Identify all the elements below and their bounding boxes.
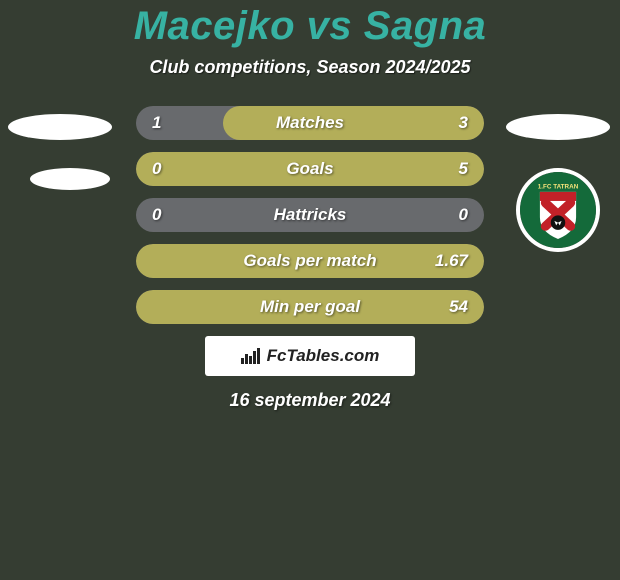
stat-name: Goals per match [243, 251, 376, 271]
stat-right-value: 5 [459, 159, 468, 179]
stat-bar: 1 Matches 3 [136, 106, 484, 140]
bar-chart-icon [241, 348, 261, 364]
comparison-card: Macejko vs Sagna Club competitions, Seas… [0, 0, 620, 580]
stat-name: Min per goal [260, 297, 360, 317]
stat-right-value: 54 [449, 297, 468, 317]
avatar-placeholder-top-right [506, 114, 610, 140]
stat-right-value: 1.67 [435, 251, 468, 271]
stat-right-value: 0 [459, 205, 468, 225]
stat-fill-right [223, 106, 484, 140]
svg-text:1.FC TATRAN: 1.FC TATRAN [538, 183, 579, 190]
source-badge[interactable]: FcTables.com [205, 336, 415, 376]
shield-icon: 1.FC TATRAN [520, 168, 596, 252]
stat-right-value: 3 [459, 113, 468, 133]
stat-bar: Goals per match 1.67 [136, 244, 484, 278]
stat-bar: 0 Hattricks 0 [136, 198, 484, 232]
stat-bar: Min per goal 54 [136, 290, 484, 324]
stat-bar: 0 Goals 5 [136, 152, 484, 186]
data-date: 16 september 2024 [0, 390, 620, 411]
stat-name: Hattricks [274, 205, 347, 225]
stat-left-value: 1 [152, 113, 161, 133]
source-badge-text: FcTables.com [267, 346, 380, 366]
page-title: Macejko vs Sagna [0, 4, 620, 49]
avatar-placeholder-mid-left [30, 168, 110, 190]
avatar-placeholder-top-left [8, 114, 112, 140]
stat-left-value: 0 [152, 205, 161, 225]
stats-area: 1.FC TATRAN 1 Matches 3 0 Goals 5 0 Hattricks 0 G… [0, 106, 620, 411]
stat-left-value: 0 [152, 159, 161, 179]
subtitle: Club competitions, Season 2024/2025 [0, 57, 620, 78]
club-logo: 1.FC TATRAN [516, 168, 600, 252]
stat-name: Goals [286, 159, 333, 179]
stat-name: Matches [276, 113, 344, 133]
